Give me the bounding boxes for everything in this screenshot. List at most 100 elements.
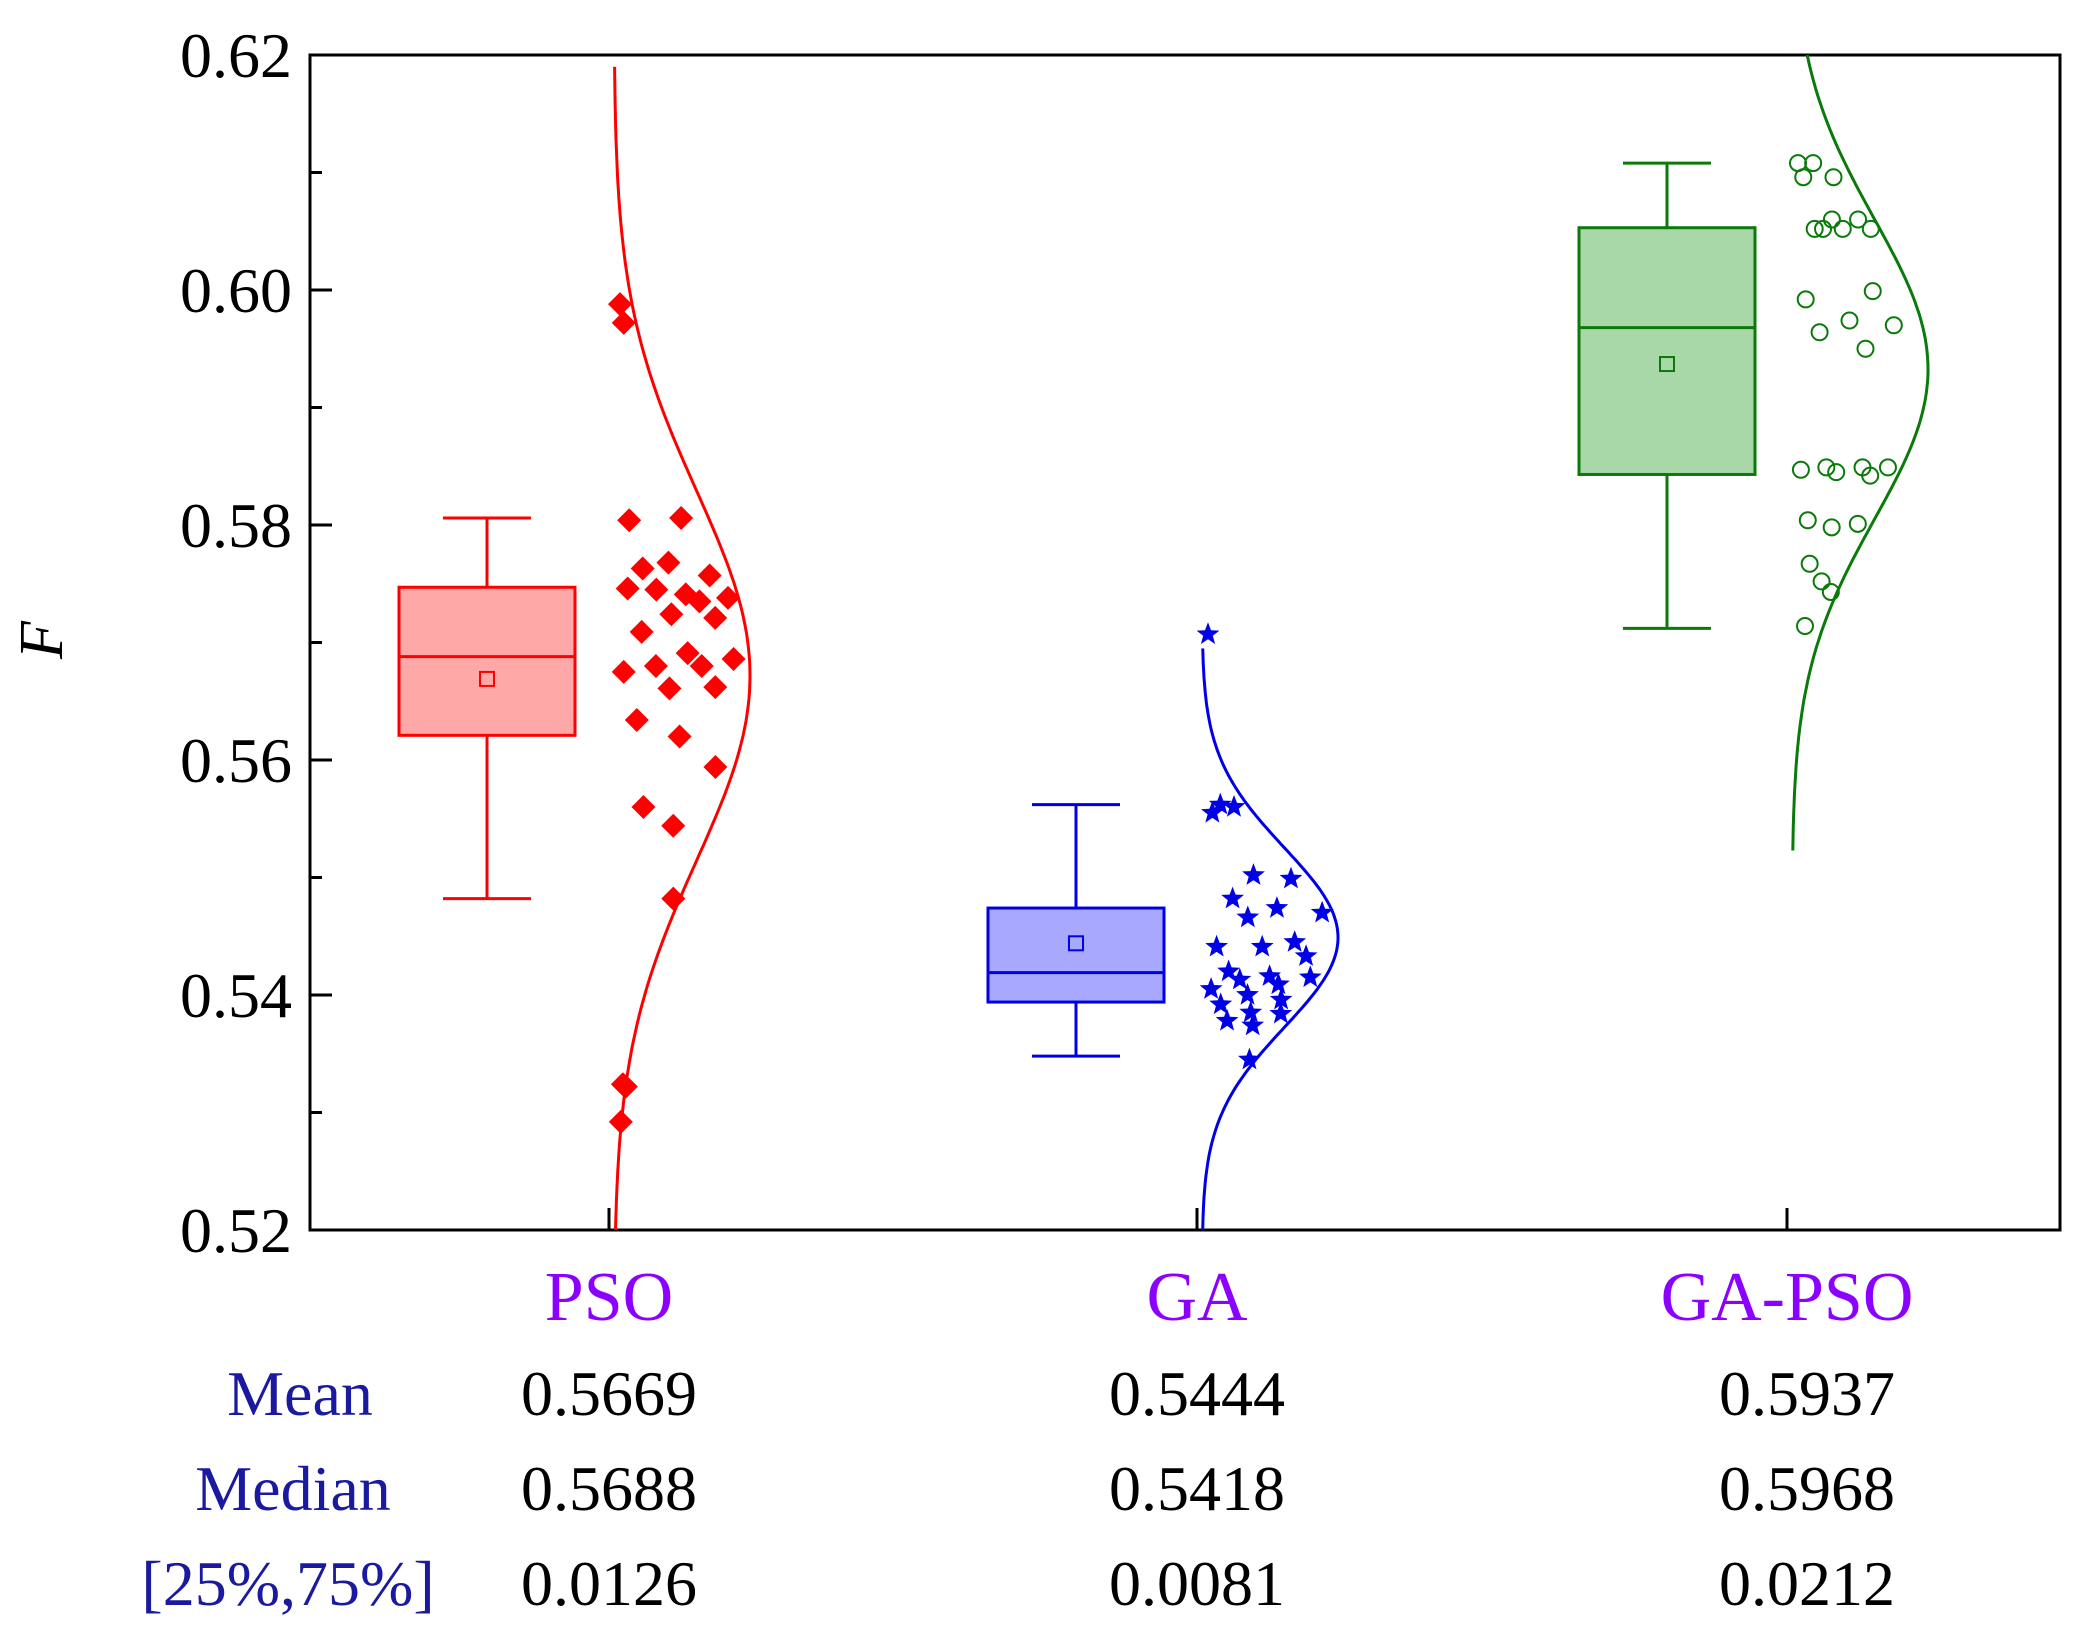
data-point [1840, 311, 1859, 330]
data-point [617, 508, 642, 533]
data-point [1269, 1001, 1293, 1024]
data-point [669, 505, 694, 530]
data-point [1279, 866, 1303, 889]
data-point [1310, 900, 1334, 923]
stats-row-label: [25%,75%] [141, 1548, 434, 1619]
data-point [1221, 886, 1244, 909]
stats-value: 0.5669 [521, 1358, 697, 1429]
data-point [1250, 934, 1274, 957]
data-point [1242, 863, 1265, 885]
data-point [1804, 154, 1823, 173]
data-point [1241, 1013, 1265, 1036]
data-point [1833, 219, 1852, 238]
stats-value: 0.0212 [1719, 1548, 1895, 1619]
data-point [1196, 622, 1220, 644]
data-point [656, 550, 681, 575]
data-point [1822, 518, 1841, 537]
data-point [689, 654, 714, 678]
data-point [1236, 983, 1259, 1005]
stats-value: 0.0126 [521, 1548, 697, 1619]
stats-row-label: Mean [227, 1358, 373, 1429]
y-tick-label: 0.56 [180, 725, 292, 796]
data-point [661, 886, 686, 911]
data-point [1199, 977, 1223, 999]
data-point [675, 641, 700, 666]
stats-value: 0.5937 [1719, 1358, 1895, 1429]
box-iqr [397, 585, 577, 737]
data-point [1294, 944, 1318, 966]
stats-value: 0.5444 [1109, 1358, 1285, 1429]
plot-layer: 0.52 0.54 0.56 0.58 0.60 0.62 [180, 20, 2062, 1266]
distribution-curve [1791, 54, 1930, 851]
data-point [657, 676, 682, 701]
y-axis-label: F [8, 620, 76, 660]
data-point [1208, 792, 1232, 815]
box-iqr [986, 906, 1166, 1004]
stats-row-label: Median [195, 1453, 391, 1524]
data-point [1822, 210, 1841, 229]
data-point [644, 577, 669, 602]
y-tick-label: 0.58 [180, 490, 292, 561]
data-point [1848, 514, 1867, 533]
category-label-ga: GA [1146, 1259, 1248, 1336]
data-point [1283, 930, 1307, 952]
y-tick-label: 0.54 [180, 960, 292, 1031]
data-point [643, 654, 668, 678]
data-point [608, 1109, 633, 1134]
data-point [629, 619, 654, 644]
data-point [703, 675, 728, 700]
data-point [1258, 964, 1281, 986]
data-point [1209, 992, 1233, 1015]
data-point [1298, 965, 1322, 988]
data-point [1827, 463, 1846, 482]
data-point [630, 556, 655, 581]
data-point [1222, 795, 1246, 817]
data-point [1228, 967, 1252, 990]
data-point [1269, 987, 1293, 1010]
data-point [1201, 800, 1224, 823]
data-point [661, 813, 686, 838]
y-tick-label: 0.60 [180, 255, 292, 326]
data-point [1861, 466, 1880, 485]
y-tick-label: 0.52 [180, 1195, 292, 1266]
data-point [715, 585, 740, 610]
data-point [1798, 511, 1817, 530]
category-labels: PSO GA GA-PSO [545, 1259, 1914, 1336]
data-point [1805, 219, 1824, 238]
data-point [624, 708, 649, 733]
data-point [1824, 168, 1843, 187]
data-point [613, 1074, 638, 1099]
data-point [1800, 554, 1819, 573]
data-point [1238, 1047, 1261, 1070]
data-point [1217, 959, 1240, 982]
data-point [1817, 458, 1836, 477]
data-point [1814, 219, 1833, 238]
data-point [615, 576, 640, 601]
distribution-curve [1201, 648, 1340, 1231]
data-point [611, 659, 636, 684]
data-point [1810, 323, 1829, 342]
data-point [1265, 896, 1289, 918]
data-point [1884, 316, 1903, 335]
category-label-ga-pso: GA-PSO [1661, 1259, 1914, 1336]
data-point [667, 724, 692, 749]
data-point [1795, 617, 1814, 636]
data-point [1267, 972, 1290, 995]
mean-marker [479, 670, 495, 687]
data-point [1205, 934, 1228, 957]
mean-marker [1659, 356, 1675, 373]
data-point [1796, 290, 1815, 309]
data-point [608, 292, 632, 317]
data-point [1878, 458, 1897, 477]
stats-value: 0.5688 [521, 1453, 697, 1524]
data-point [659, 602, 684, 627]
data-point [687, 589, 712, 614]
data-point [1849, 210, 1868, 229]
data-point [1791, 460, 1810, 479]
data-point [721, 646, 746, 671]
category-label-pso: PSO [545, 1259, 673, 1336]
data-point [1863, 282, 1882, 301]
data-point [1856, 339, 1875, 358]
data-point [697, 563, 722, 588]
